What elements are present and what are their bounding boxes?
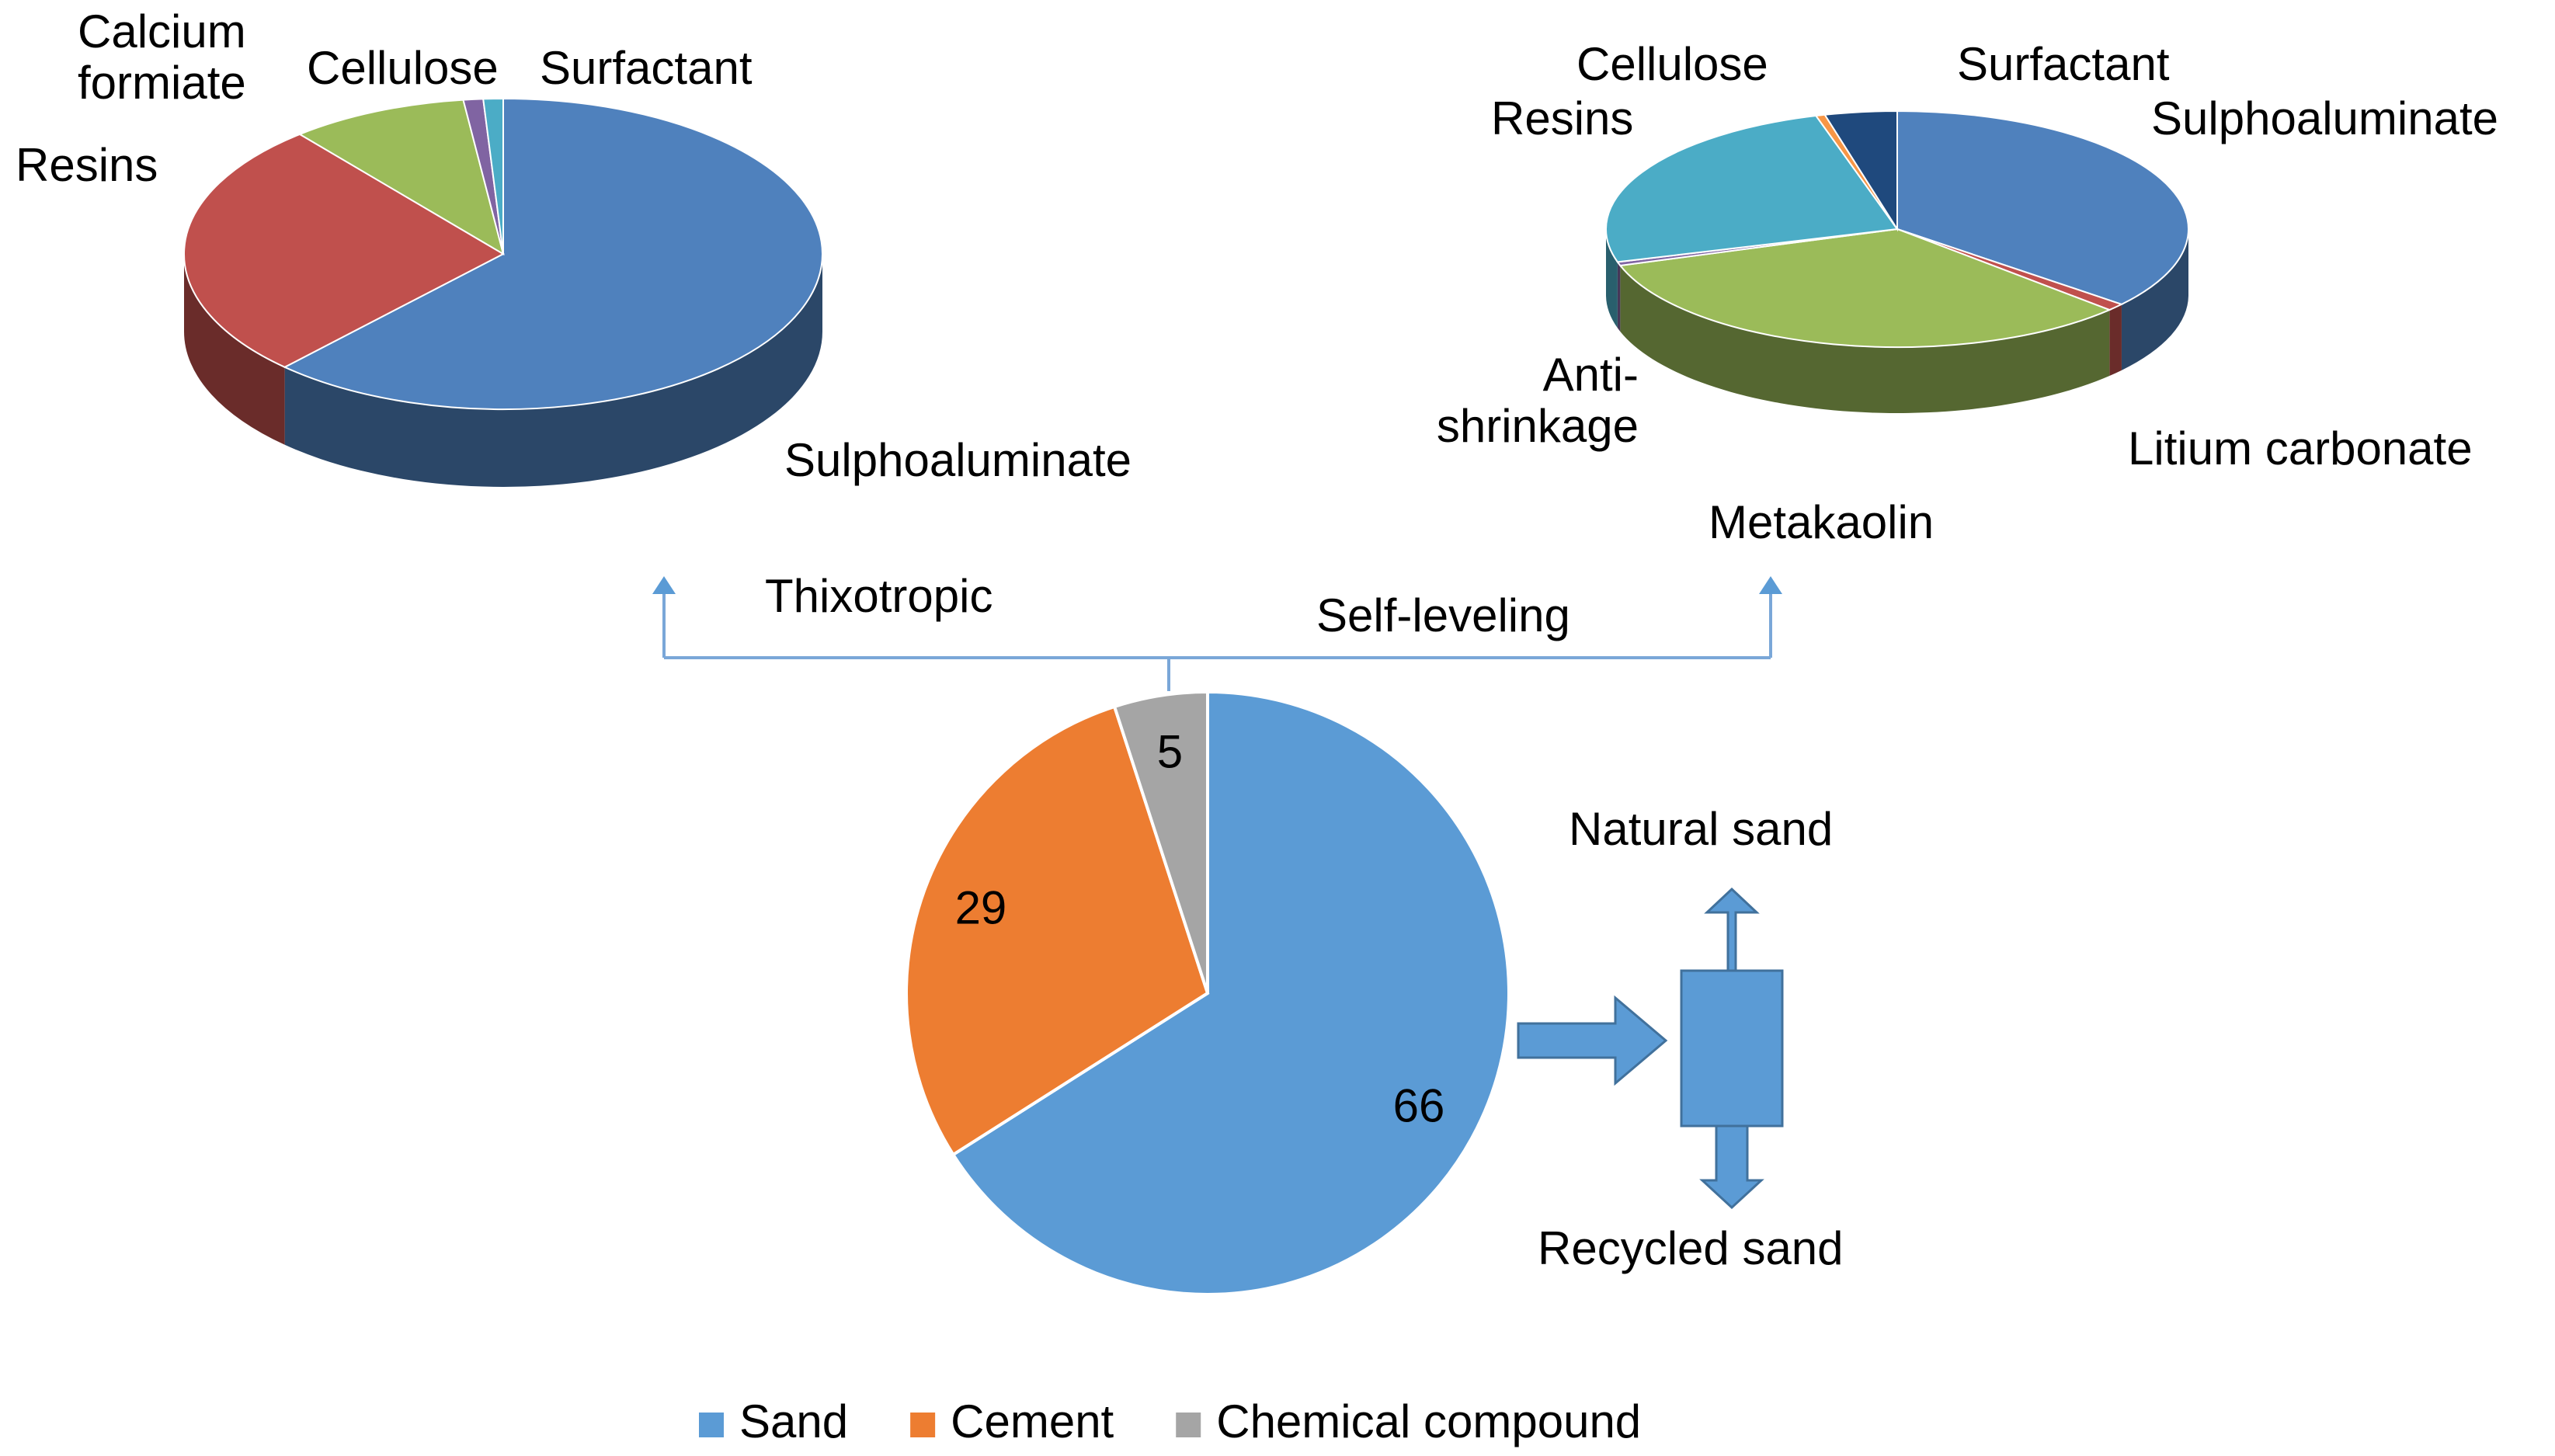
legend-label: Chemical compound [1216, 1395, 1641, 1447]
slice [1618, 228, 2112, 348]
slice [951, 690, 1510, 1296]
slice-label: Metakaolin [1709, 496, 1934, 548]
slice [482, 97, 504, 255]
natural-sand-arrow [1681, 887, 1760, 972]
slice [1823, 109, 1898, 232]
slice-label: Cellulose [1576, 38, 1768, 90]
slice-label: Cellulose [307, 42, 499, 94]
slice-side [1620, 265, 2110, 413]
legend-label: Cement [951, 1395, 1114, 1447]
slice-side [2109, 304, 2122, 377]
slice [283, 97, 823, 410]
slice [297, 99, 505, 256]
sand-label: Recycled sand [1538, 1222, 1844, 1274]
slice-label: Resins [16, 139, 158, 191]
sand-label: Natural sand [1569, 803, 1834, 855]
slice-side [1606, 229, 1618, 328]
value-label: 29 [955, 882, 1007, 934]
slice-side [2121, 229, 2188, 370]
branch-label: Self-leveling [1316, 589, 1570, 641]
legend-swatch [699, 1413, 724, 1437]
slice [1605, 114, 1899, 263]
legend-label: Sand [739, 1395, 848, 1447]
slice-side [284, 254, 823, 487]
slice [905, 704, 1210, 1157]
slice [1896, 109, 2189, 305]
legend-swatch [910, 1413, 936, 1437]
slice-label: Sulphoaluminate [2151, 92, 2498, 144]
slice-side [1617, 262, 1621, 332]
sand-box [1680, 969, 1784, 1128]
branch-label: Thixotropic [765, 570, 993, 622]
branch-connector [662, 594, 1772, 691]
legend-swatch [1176, 1413, 1201, 1437]
slice [183, 133, 506, 368]
slice-label: Anti-shrinkage [1436, 349, 1639, 452]
recycled-sand-arrow [1699, 1124, 1764, 1210]
value-label: 5 [1157, 725, 1183, 777]
slice-label: Surfactant [540, 42, 753, 94]
slice-label: Litium carbonate [2128, 422, 2473, 474]
slice [1112, 690, 1209, 994]
slice-label: Surfactant [1957, 38, 2170, 90]
slice-label: Calcium formiate [78, 5, 246, 109]
slice-label: Resins [1491, 92, 1634, 144]
slice-label: Sulphoaluminate [784, 434, 1132, 486]
slice-side [184, 254, 285, 445]
value-label: 66 [1393, 1079, 1445, 1131]
sand-arrow [1517, 995, 1668, 1086]
